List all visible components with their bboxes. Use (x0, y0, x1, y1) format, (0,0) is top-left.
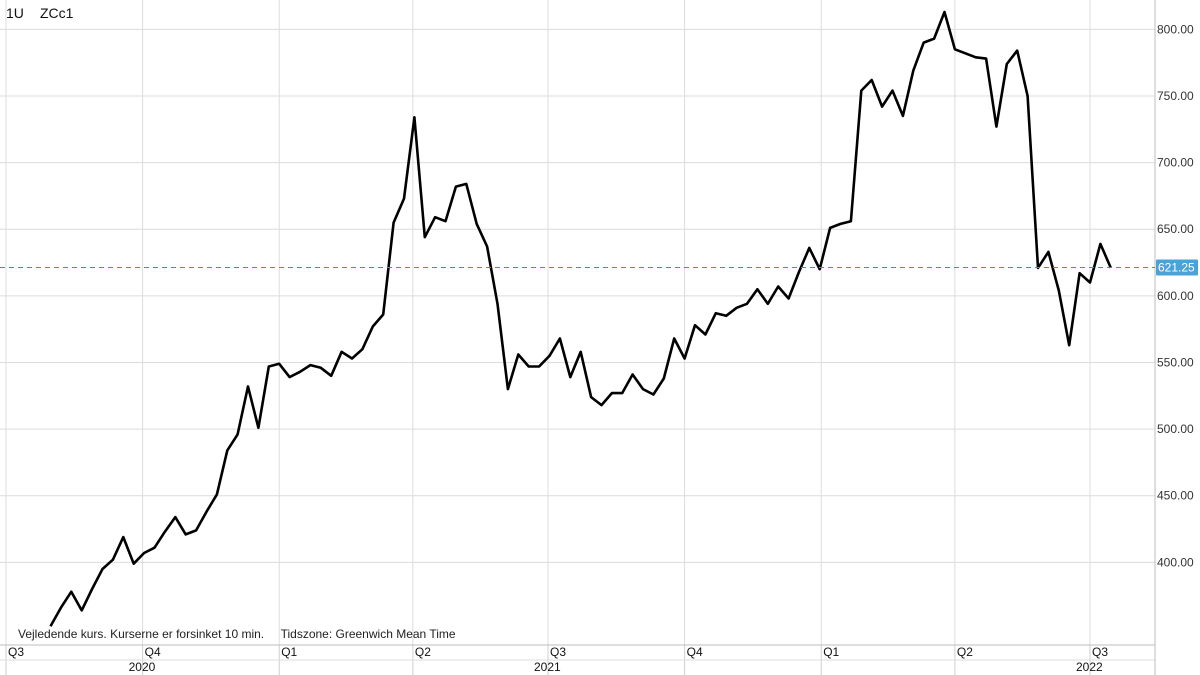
y-tick-label: 600.00 (1157, 289, 1194, 303)
y-tick-label: 500.00 (1157, 422, 1194, 436)
last-price-badge (1156, 259, 1198, 276)
series-layer: 621.25 (0, 10, 1198, 627)
last-price-label: 621.25 (1158, 261, 1195, 275)
y-tick-label: 650.00 (1157, 222, 1194, 236)
y-tick-label: 400.00 (1157, 555, 1194, 569)
y-tick-label: 800.00 (1157, 22, 1194, 36)
y-tick-label: 450.00 (1157, 489, 1194, 503)
delay-notice: Vejledende kurs. Kurserne er forsinket 1… (18, 627, 456, 641)
y-tick-label: 750.00 (1157, 89, 1194, 103)
quarter-label: Q1 (281, 645, 297, 659)
chart-grid (0, 0, 1155, 645)
y-tick-label: 700.00 (1157, 156, 1194, 170)
quarter-label: Q3 (1092, 645, 1108, 659)
year-label: 2020 (129, 660, 156, 674)
quarter-label: Q4 (687, 645, 703, 659)
quarter-label: Q2 (957, 645, 973, 659)
year-label: 2022 (1076, 660, 1103, 674)
year-label: 2021 (534, 660, 561, 674)
interval-label[interactable]: 1U (6, 5, 24, 21)
chart-axes (0, 0, 1156, 675)
axis-labels: 400.00 450.00 500.00 550.00 600.00 650.00 700.… (8, 22, 1194, 674)
timezone-text: Tidszone: Greenwich Mean Time (280, 627, 456, 641)
y-tick-label: 550.00 (1157, 355, 1194, 369)
price-line (49, 10, 1112, 627)
symbol-label[interactable]: ZCc1 (40, 5, 74, 21)
quarter-label: Q4 (145, 645, 161, 659)
quarter-label: Q3 (8, 645, 24, 659)
quarter-label: Q3 (550, 645, 566, 659)
delay-notice-text: Vejledende kurs. Kurserne er forsinket 1… (18, 627, 265, 641)
quarter-label: Q2 (415, 645, 431, 659)
quarter-label: Q1 (823, 645, 839, 659)
